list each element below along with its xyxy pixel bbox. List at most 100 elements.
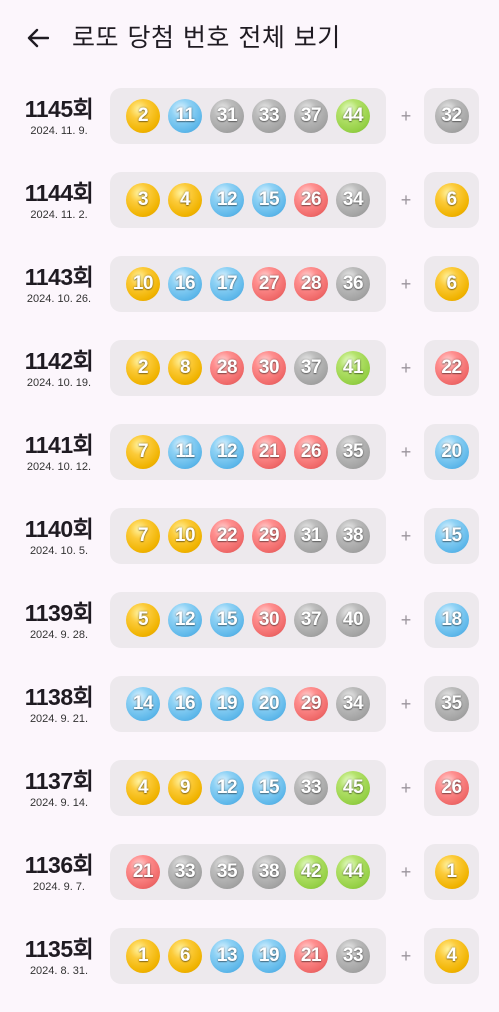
number-ball: 31 — [210, 99, 244, 133]
winning-numbers: 4 9 12 15 33 45 — [110, 760, 386, 816]
back-button[interactable] — [22, 24, 54, 52]
draw-row[interactable]: 1140회 2024. 10. 5. 7 10 22 29 31 38 +15 — [0, 508, 499, 592]
number-ball: 30 — [252, 603, 286, 637]
draw-row[interactable]: 1136회 2024. 9. 7. 21 33 35 38 42 44 +1 — [0, 844, 499, 928]
draw-date: 2024. 11. 9. — [30, 125, 88, 137]
number-ball: 15 — [252, 771, 286, 805]
app-bar: 로또 당첨 번호 전체 보기 — [0, 0, 499, 78]
bonus-number-box: 18 — [424, 592, 479, 648]
number-ball: 6 — [168, 939, 202, 973]
draw-row[interactable]: 1142회 2024. 10. 19. 2 8 28 30 37 41 +22 — [0, 340, 499, 424]
draw-date: 2024. 10. 26. — [26, 293, 92, 305]
draw-row[interactable]: 1145회 2024. 11. 9. 2 11 31 33 37 44 +32 — [0, 88, 499, 172]
bonus-number-box: 6 — [424, 256, 479, 312]
number-ball: 2 — [126, 99, 160, 133]
number-ball: 30 — [252, 351, 286, 385]
round-number: 1139회 — [24, 600, 94, 626]
number-ball: 28 — [294, 267, 328, 301]
plus-sign: + — [400, 862, 412, 882]
number-ball: 12 — [210, 435, 244, 469]
number-ball: 37 — [294, 351, 328, 385]
draw-round-info: 1144회 2024. 11. 2. — [14, 179, 104, 222]
plus-sign: + — [400, 694, 412, 714]
bonus-ball: 15 — [434, 519, 469, 553]
number-ball: 36 — [336, 267, 370, 301]
round-number: 1141회 — [24, 432, 94, 458]
plus-sign: + — [400, 274, 412, 294]
draw-round-info: 1140회 2024. 10. 5. — [14, 515, 104, 558]
page-title: 로또 당첨 번호 전체 보기 — [72, 23, 341, 52]
round-number: 1145회 — [24, 96, 94, 122]
bonus-number-box: 6 — [424, 172, 479, 228]
bonus-ball: 4 — [434, 939, 469, 973]
draw-round-info: 1145회 2024. 11. 9. — [14, 95, 104, 138]
bonus-number-box: 26 — [424, 760, 479, 816]
round-number: 1143회 — [24, 264, 94, 290]
number-ball: 33 — [252, 99, 286, 133]
draw-date: 2024. 9. 7. — [33, 881, 85, 893]
draw-round-info: 1138회 2024. 9. 21. — [14, 683, 104, 726]
draw-date: 2024. 10. 5. — [29, 545, 89, 557]
number-ball: 17 — [210, 267, 244, 301]
number-ball: 20 — [252, 687, 286, 721]
plus-sign: + — [400, 778, 412, 798]
arrow-back-icon — [27, 28, 49, 48]
number-ball: 21 — [252, 435, 286, 469]
number-ball: 34 — [336, 687, 370, 721]
number-ball: 37 — [294, 603, 328, 637]
plus-sign: + — [400, 190, 412, 210]
number-ball: 11 — [168, 99, 202, 133]
draw-row[interactable]: 1137회 2024. 9. 14. 4 9 12 15 33 45 +26 — [0, 760, 499, 844]
number-ball: 35 — [336, 435, 370, 469]
number-ball: 15 — [252, 183, 286, 217]
round-number: 1137회 — [24, 768, 94, 794]
number-ball: 21 — [294, 939, 328, 973]
number-ball: 29 — [252, 519, 286, 553]
draw-row[interactable]: 1138회 2024. 9. 21. 14 16 19 20 29 34 +35 — [0, 676, 499, 760]
round-number: 1135회 — [24, 936, 94, 962]
winning-numbers: 14 16 19 20 29 34 — [110, 676, 386, 732]
number-ball: 40 — [336, 603, 370, 637]
bonus-ball: 22 — [434, 351, 469, 385]
number-ball: 38 — [252, 855, 286, 889]
round-number: 1138회 — [24, 684, 94, 710]
plus-sign: + — [400, 442, 412, 462]
winning-numbers: 2 8 28 30 37 41 — [110, 340, 386, 396]
round-number: 1140회 — [24, 516, 94, 542]
number-ball: 16 — [168, 267, 202, 301]
number-ball: 41 — [336, 351, 370, 385]
bonus-ball: 6 — [434, 267, 469, 301]
number-ball: 37 — [294, 99, 328, 133]
winning-numbers: 7 11 12 21 26 35 — [110, 424, 386, 480]
number-ball: 26 — [294, 183, 328, 217]
number-ball: 42 — [294, 855, 328, 889]
bonus-number-box: 32 — [424, 88, 479, 144]
draw-row[interactable]: 1143회 2024. 10. 26. 10 16 17 27 28 36 +6 — [0, 256, 499, 340]
number-ball: 33 — [168, 855, 202, 889]
number-ball: 10 — [126, 267, 160, 301]
number-ball: 10 — [168, 519, 202, 553]
number-ball: 5 — [126, 603, 160, 637]
number-ball: 1 — [126, 939, 160, 973]
draw-results-list[interactable]: 1145회 2024. 11. 9. 2 11 31 33 37 44 +32 1144회 2024… — [0, 88, 499, 1012]
winning-numbers: 21 33 35 38 42 44 — [110, 844, 386, 900]
number-ball: 21 — [126, 855, 160, 889]
bonus-ball: 1 — [434, 855, 469, 889]
number-ball: 34 — [336, 183, 370, 217]
number-ball: 12 — [168, 603, 202, 637]
number-ball: 3 — [126, 183, 160, 217]
draw-row[interactable]: 1135회 2024. 8. 31. 1 6 13 19 21 33 +4 — [0, 928, 499, 1012]
winning-numbers: 1 6 13 19 21 33 — [110, 928, 386, 984]
round-number: 1142회 — [24, 348, 94, 374]
draw-round-info: 1136회 2024. 9. 7. — [14, 851, 104, 894]
bonus-ball: 20 — [434, 435, 469, 469]
bonus-number-box: 22 — [424, 340, 479, 396]
plus-sign: + — [400, 106, 412, 126]
draw-row[interactable]: 1141회 2024. 10. 12. 7 11 12 21 26 35 +20 — [0, 424, 499, 508]
draw-row[interactable]: 1144회 2024. 11. 2. 3 4 12 15 26 34 +6 — [0, 172, 499, 256]
draw-row[interactable]: 1139회 2024. 9. 28. 5 12 15 30 37 40 +18 — [0, 592, 499, 676]
number-ball: 12 — [210, 771, 244, 805]
draw-date: 2024. 9. 21. — [29, 713, 89, 725]
plus-sign: + — [400, 526, 412, 546]
winning-numbers: 10 16 17 27 28 36 — [110, 256, 386, 312]
